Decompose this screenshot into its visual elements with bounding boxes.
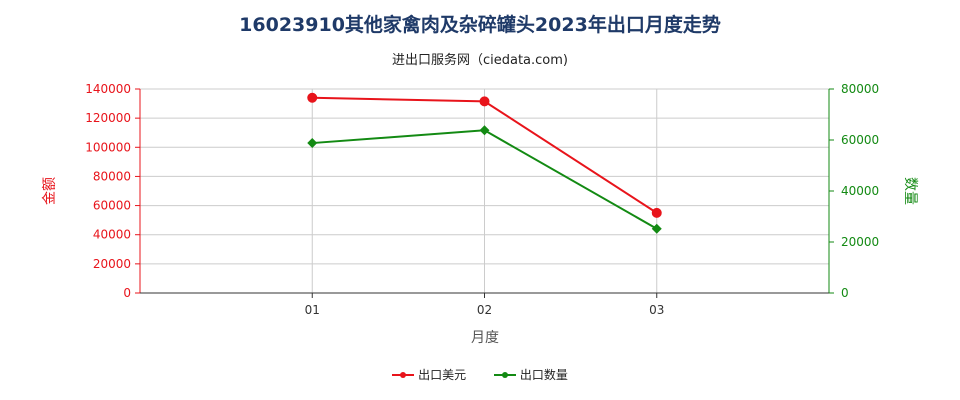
series-point-1	[651, 223, 662, 234]
y-left-tick-label: 0	[123, 286, 131, 300]
legend-label-export-quantity: 出口数量	[519, 368, 568, 382]
legend-label-export-usd: 出口美元	[418, 368, 467, 382]
y-right-axis-title: 数量	[902, 177, 918, 205]
legend-swatch-export-quantity	[493, 369, 516, 381]
y-right-tick-label: 0	[841, 286, 849, 300]
y-right-tick-label: 60000	[841, 133, 879, 147]
chart-subtitle: 进出口服务网（ciedata.com)	[391, 53, 568, 68]
x-tick-label: 01	[305, 303, 320, 317]
y-left-tick-label: 120000	[85, 111, 131, 125]
y-left-tick-label: 20000	[93, 257, 131, 271]
y-left-tick-label: 40000	[93, 228, 131, 242]
legend-swatch-export-usd	[392, 369, 415, 381]
series-point-1	[479, 125, 490, 136]
x-tick-label: 02	[477, 303, 492, 317]
legend-item-export-quantity[interactable]: 出口数量	[493, 366, 568, 383]
y-left-tick-label: 60000	[93, 199, 131, 213]
x-tick-label: 03	[649, 303, 664, 317]
y-right-tick-label: 40000	[841, 184, 879, 198]
y-left-tick-label: 100000	[85, 140, 131, 154]
series-point-0	[479, 96, 490, 107]
series-point-1	[307, 138, 318, 149]
x-axis-title: 月度	[471, 330, 499, 346]
y-right-tick-label: 20000	[841, 235, 879, 249]
y-left-tick-label: 140000	[85, 82, 131, 96]
legend-item-export-usd[interactable]: 出口美元	[392, 366, 466, 383]
series-point-0	[307, 92, 318, 103]
y-right-tick-label: 80000	[841, 82, 879, 96]
y-left-tick-label: 80000	[93, 169, 131, 183]
chart-title: 16023910其他家禽肉及杂碎罐头2023年出口月度走势	[239, 14, 721, 36]
legend: 出口美元 出口数量	[0, 366, 960, 384]
y-left-axis-title: 金额	[42, 177, 58, 205]
series-point-0	[651, 207, 662, 218]
